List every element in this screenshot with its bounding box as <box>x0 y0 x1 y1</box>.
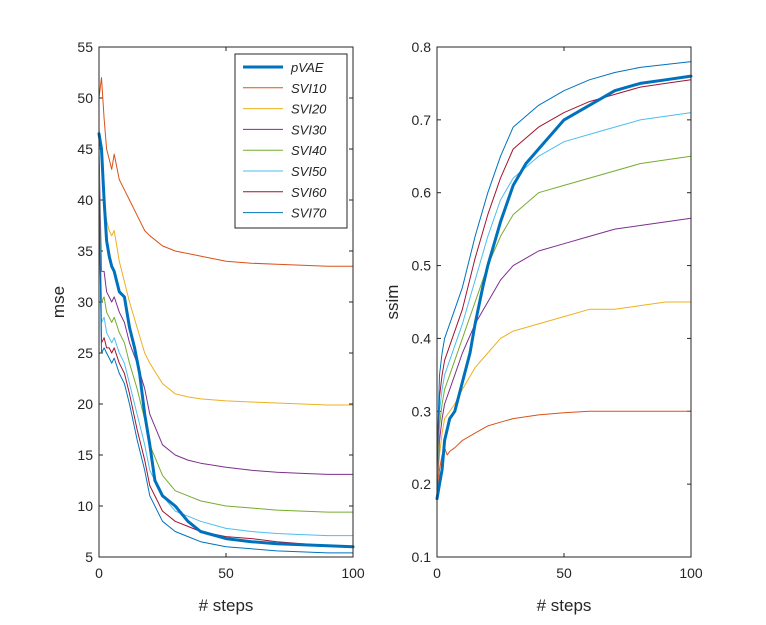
ssim-y-tick-label: 0.7 <box>412 112 432 128</box>
mse-series-svi70 <box>98 189 354 554</box>
ssim-series-svi50 <box>436 112 692 478</box>
ssim-y-tick-label: 0.8 <box>412 39 432 55</box>
ssim-ticks: 0 50 100 0.1 0.2 0.3 0.4 0.5 0.6 0.7 0.8 <box>412 39 703 581</box>
ssim-series-svi40 <box>436 155 692 485</box>
legend-label-svi60: SVI60 <box>291 185 327 200</box>
mse-x-tick-label: 100 <box>341 565 365 581</box>
mse-y-tick-label: 55 <box>77 39 93 55</box>
ssim-y-tick-label: 0.1 <box>412 549 432 565</box>
mse-series-svi60 <box>98 179 354 548</box>
legend-label-svi10: SVI10 <box>291 81 327 96</box>
mse-y-tick-label: 10 <box>77 498 93 514</box>
mse-axes-frame <box>98 46 354 558</box>
mse-y-tick-label: 30 <box>77 294 93 310</box>
ssim-y-axis-label: ssim <box>383 285 402 320</box>
ssim-y-tick-label: 0.5 <box>412 258 432 274</box>
mse-series-svi30 <box>98 148 354 475</box>
mse-y-tick-label: 25 <box>77 345 93 361</box>
mse-series-lines <box>97 77 355 554</box>
mse-y-tick-label: 5 <box>85 549 93 565</box>
ssim-series-svi30 <box>436 217 692 492</box>
ssim-axes-frame <box>436 46 692 558</box>
mse-y-tick-label: 50 <box>77 90 93 106</box>
ssim-series-lines <box>435 61 693 501</box>
ssim-series-svi70 <box>436 61 692 463</box>
mse-y-tick-label: 35 <box>77 243 93 259</box>
legend-box <box>234 53 348 229</box>
mse-y-tick-label: 15 <box>77 447 93 463</box>
mse-legend: pVAE SVI10 SVI20 SVI30 SVI40 SVI50 SVI60 SVI70 <box>234 53 348 229</box>
legend-label-svi40: SVI40 <box>291 143 327 158</box>
ssim-series-svi20 <box>436 301 692 492</box>
mse-x-axis-label: # steps <box>199 596 254 615</box>
mse-x-tick-label: 50 <box>218 565 234 581</box>
ssim-x-tick-label: 0 <box>433 565 441 581</box>
mse-y-tick-label: 40 <box>77 192 93 208</box>
legend-label-svi20: SVI20 <box>291 102 327 117</box>
mse-y-axis-label: mse <box>49 286 68 318</box>
mse-ticks: 0 50 100 5 10 15 20 25 30 35 40 45 50 55 <box>77 39 364 581</box>
ssim-series-svi60 <box>436 79 692 471</box>
ssim-y-tick-label: 0.3 <box>412 403 432 419</box>
mse-series-pvae <box>97 132 355 549</box>
legend-label-svi50: SVI50 <box>291 164 327 179</box>
ssim-panel: 0 50 100 0.1 0.2 0.3 0.4 0.5 0.6 0.7 0.8 # steps s… <box>383 39 703 615</box>
legend-label-pvae: pVAE <box>290 60 324 75</box>
mse-x-tick-label: 0 <box>95 565 103 581</box>
mse-y-tick-label: 45 <box>77 141 93 157</box>
mse-series-svi20 <box>98 128 354 406</box>
ssim-x-axis-label: # steps <box>537 596 592 615</box>
mse-y-tick-label: 20 <box>77 396 93 412</box>
ssim-x-tick-label: 100 <box>679 565 703 581</box>
legend-label-svi30: SVI30 <box>291 122 327 137</box>
mse-series-svi10 <box>98 77 354 267</box>
ssim-series-pvae <box>435 74 693 501</box>
ssim-y-tick-label: 0.4 <box>412 330 432 346</box>
ssim-y-tick-label: 0.6 <box>412 185 432 201</box>
legend-label-svi70: SVI70 <box>291 206 327 221</box>
ssim-y-tick-label: 0.2 <box>412 476 432 492</box>
ssim-x-tick-label: 50 <box>556 565 572 581</box>
mse-series-svi50 <box>98 168 354 537</box>
